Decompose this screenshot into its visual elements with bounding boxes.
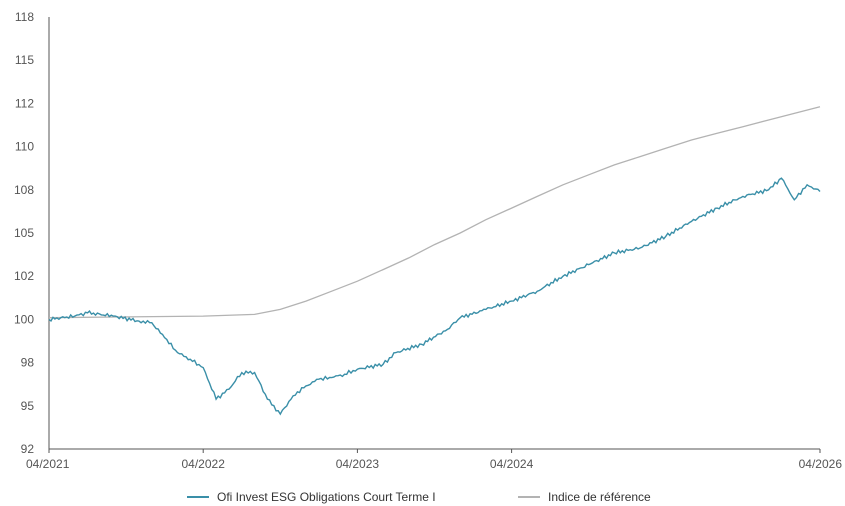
chart-legend: Ofi Invest ESG Obligations Court Terme I…: [187, 490, 651, 504]
y-axis-ticks: 118 115 112 110 108 105 102 100 98 95 92: [14, 10, 34, 456]
fund-series-line: [48, 177, 821, 416]
y-tick-label: 105: [14, 226, 34, 240]
y-tick-label: 100: [14, 312, 34, 326]
y-tick-label: 108: [14, 183, 34, 197]
y-tick-label: 110: [15, 140, 34, 154]
y-tick-label: 118: [15, 10, 34, 24]
y-tick-label: 95: [21, 399, 35, 413]
y-tick-label: 92: [21, 442, 35, 456]
x-axis-ticks: 04/2021 04/2022 04/2023 04/2024 04/2026: [26, 449, 842, 471]
y-tick-label: 112: [15, 96, 34, 110]
x-tick-label: 04/2024: [490, 457, 534, 471]
legend-benchmark-label: Indice de référence: [548, 490, 651, 504]
legend-fund-label: Ofi Invest ESG Obligations Court Terme I: [217, 490, 436, 504]
x-tick-label: 04/2023: [336, 457, 380, 471]
x-tick-label: 04/2021: [26, 457, 70, 471]
y-tick-label: 98: [21, 356, 35, 370]
x-tick-label: 04/2026: [799, 457, 843, 471]
y-tick-label: 102: [14, 269, 34, 283]
x-tick-label: 04/2022: [182, 457, 226, 471]
y-tick-label: 115: [15, 53, 34, 67]
benchmark-series-line: [48, 106, 821, 319]
